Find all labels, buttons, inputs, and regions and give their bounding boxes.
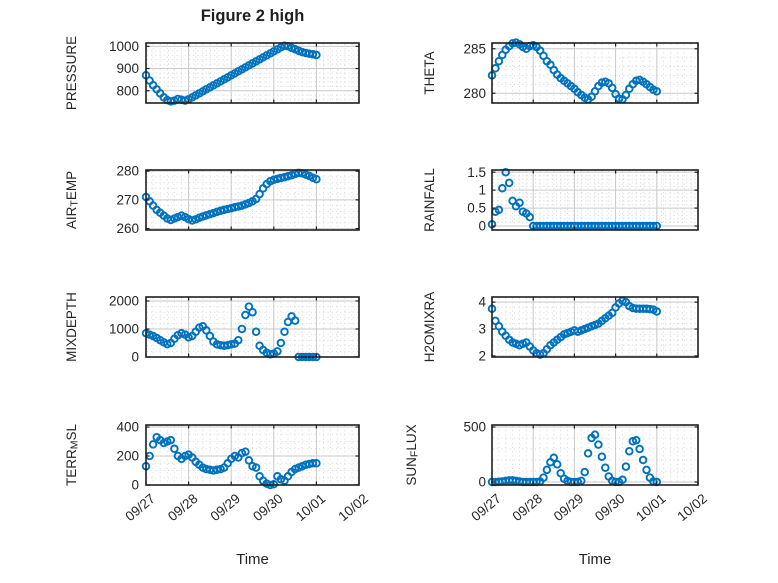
svg-text:4: 4 [478,295,486,310]
tick-marks [145,170,360,230]
pressure-plot: 800 900 1000 PRESSURE [64,36,360,110]
svg-text:0: 0 [478,219,486,234]
axes-box [491,169,699,231]
data-markers [487,296,662,359]
y-tick-labels: 260 270 280 [116,164,139,237]
minor-grid [493,426,697,484]
y-tick-labels: 2 3 4 [478,295,486,364]
y-tick-labels: 0 500 [463,420,486,490]
x-axis-label-right: Time [578,551,612,568]
tick-marks [145,425,360,486]
svg-text:10/01: 10/01 [633,491,669,524]
svg-text:09/28: 09/28 [510,491,546,524]
svg-text:280: 280 [116,164,139,179]
y-tick-labels: 0 1000 2000 [109,294,139,365]
axes-box [491,42,699,104]
y-axis-label: SUNFLUX [404,424,421,485]
minor-grid [147,171,358,229]
major-grid [491,425,699,485]
h2omixra-plot: 2 3 4 H2OMIXRA [422,292,699,364]
svg-text:0.5: 0.5 [467,201,486,216]
y-axis-label: RAINFALL [422,168,437,232]
svg-text:1000: 1000 [109,322,139,337]
svg-text:09/27: 09/27 [468,491,504,524]
x-axis-label-left: Time [236,551,269,568]
svg-text:260: 260 [116,221,139,236]
x-tick-labels: 09/27 09/28 09/29 09/30 10/01 10/02 [468,491,710,524]
svg-text:2: 2 [478,349,486,364]
svg-text:09/30: 09/30 [592,491,628,524]
svg-text:0: 0 [131,350,139,365]
data-markers [141,168,321,225]
y-tick-labels: 0 0.5 1 1.5 [467,165,486,234]
minor-grid [493,44,697,103]
axes-box [145,424,360,486]
data-markers [141,432,321,490]
svg-text:0: 0 [131,478,139,493]
minor-grid [493,171,697,231]
y-axis-label: H2OMIXRA [422,292,437,363]
svg-text:270: 270 [116,193,139,208]
svg-text:800: 800 [116,83,139,98]
svg-text:10/02: 10/02 [674,491,710,524]
tick-marks [491,170,699,230]
tick-marks [145,43,360,103]
y-axis-label: PRESSURE [64,36,79,110]
tick-marks [145,297,360,358]
figure-title: Figure 2 high [200,7,305,25]
svg-text:09/29: 09/29 [551,491,587,524]
svg-text:900: 900 [116,61,139,76]
y-axis-label: TERRMSL [64,424,81,487]
y-tick-labels: 800 900 1000 [109,39,139,99]
svg-text:200: 200 [116,449,139,464]
svg-text:285: 285 [463,41,486,56]
air-temp-plot: 260 270 280 AIRTEMP [64,164,360,237]
svg-text:1000: 1000 [109,39,139,54]
tick-marks [491,43,699,103]
svg-text:400: 400 [116,420,139,435]
y-axis-label: THETA [422,51,437,94]
y-axis-label: MIXDEPTH [64,292,79,362]
svg-text:0: 0 [478,475,486,490]
svg-text:500: 500 [463,420,486,435]
tick-marks [491,425,699,485]
svg-text:1.5: 1.5 [467,165,486,180]
y-tick-labels: 0 200 400 [116,420,139,493]
mixdepth-plot: 0 1000 2000 MIXDEPTH [64,292,360,365]
axes-box [145,42,360,104]
y-tick-labels: 280 285 [463,41,486,100]
axes-box [491,296,699,358]
major-grid [491,43,699,103]
theta-plot: 280 285 THETA [422,38,699,104]
data-markers [141,41,321,106]
axes-box [491,424,699,486]
rainfall-plot: 0 0.5 1 1.5 RAINFALL [422,165,699,234]
svg-text:1: 1 [478,183,486,198]
svg-text:2000: 2000 [109,294,139,309]
sun-flux-plot: 0 500 SUNFLUX 09/27 09/28 09/29 09/30 10/01 10/0… [404,420,710,524]
svg-text:3: 3 [478,322,486,337]
tick-marks [491,297,699,357]
y-axis-label: AIRTEMP [64,171,81,229]
svg-text:280: 280 [463,86,486,101]
axes-box [145,296,360,358]
